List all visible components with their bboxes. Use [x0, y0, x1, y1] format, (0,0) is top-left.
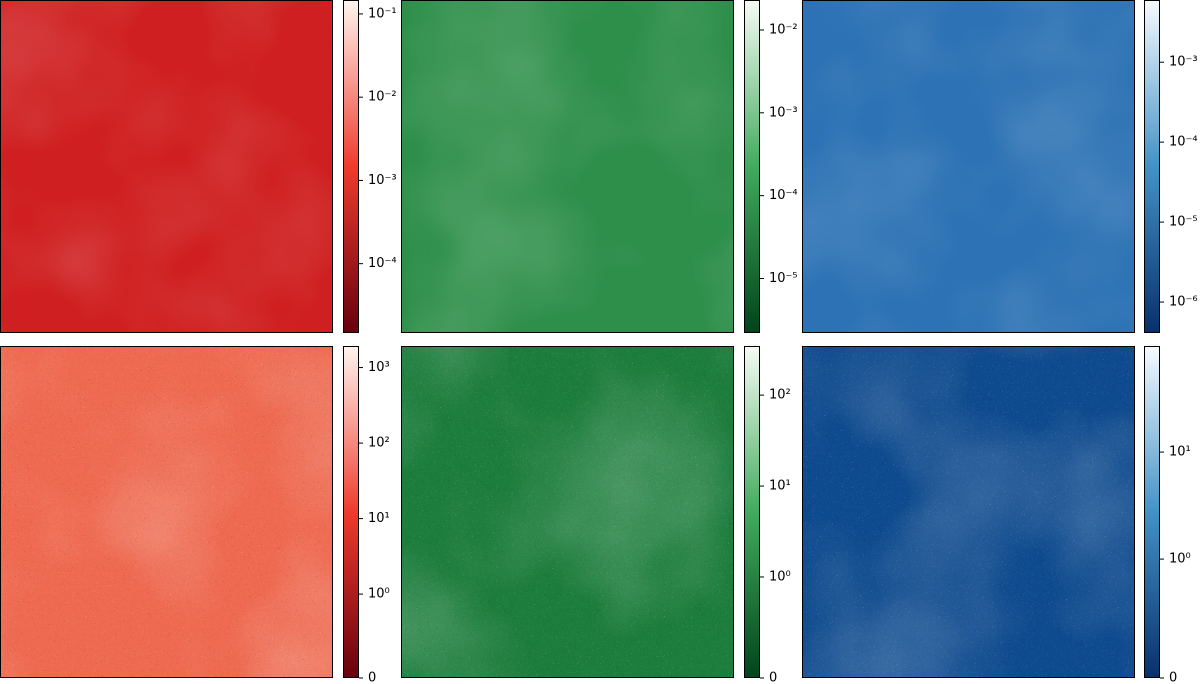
- colorbar-tick-label: 10¹: [1169, 445, 1191, 460]
- colorbar-frame: [1144, 346, 1160, 678]
- colorbar: [744, 0, 760, 333]
- image-frame: [0, 0, 333, 333]
- image-frame: [401, 0, 734, 333]
- colorbar-tick-label: 10⁻⁴: [1169, 135, 1198, 150]
- colorbar-tick-label: 10⁰: [368, 587, 390, 602]
- colorbar-tick-label: 10⁰: [1169, 552, 1191, 567]
- image-texture: [802, 0, 1135, 333]
- colorbar-tick-label: 10⁻²: [769, 22, 798, 37]
- colorbar-frame: [1144, 0, 1160, 333]
- colorbar-frame: [744, 0, 760, 333]
- colorbar: [343, 0, 359, 333]
- image-texture: [401, 0, 734, 333]
- colorbar: [343, 346, 359, 678]
- colorbar-tick-label: 0: [769, 671, 777, 684]
- colorbar-frame: [343, 346, 359, 678]
- colorbar-tick-label: 10⁻⁴: [368, 256, 397, 271]
- colorbar-frame: [744, 346, 760, 678]
- colorbar: [1144, 346, 1160, 678]
- colorbar-tick-label: 10⁻³: [769, 105, 798, 120]
- colorbar-tick-label: 10⁻⁵: [769, 271, 798, 286]
- colorbar-tick-label: 10¹: [368, 511, 390, 526]
- colorbar-frame: [343, 0, 359, 333]
- colorbar-tick-label: 0: [1169, 671, 1177, 684]
- colorbar-tick-label: 10³: [368, 360, 390, 375]
- colorbar-tick-label: 10⁻⁵: [1169, 215, 1198, 230]
- colorbar-tick-label: 10⁻²: [368, 90, 397, 105]
- image-noise: [0, 346, 333, 678]
- image-texture: [0, 0, 333, 333]
- colorbar-tick-label: 10⁻³: [1169, 55, 1198, 70]
- colorbar-tick-label: 0: [368, 671, 376, 684]
- image-frame: [401, 346, 734, 678]
- colorbar-tick-label: 10⁻⁴: [769, 188, 798, 203]
- colorbar-tick-label: 10⁻¹: [368, 6, 397, 21]
- colorbar-tick-label: 10⁰: [769, 569, 791, 584]
- colorbar: [1144, 0, 1160, 333]
- image-noise: [401, 346, 734, 678]
- colorbar-tick-label: 10⁻⁶: [1169, 295, 1198, 310]
- colorbar: [744, 346, 760, 678]
- colorbar-tick-label: 10²: [769, 388, 791, 403]
- image-frame: [802, 346, 1135, 678]
- image-frame: [0, 346, 333, 678]
- colorbar-tick-label: 10¹: [769, 479, 791, 494]
- colorbar-tick-label: 10²: [368, 436, 390, 451]
- colorbar-tick-label: 10⁻³: [368, 173, 397, 188]
- image-frame: [802, 0, 1135, 333]
- image-noise: [802, 346, 1135, 678]
